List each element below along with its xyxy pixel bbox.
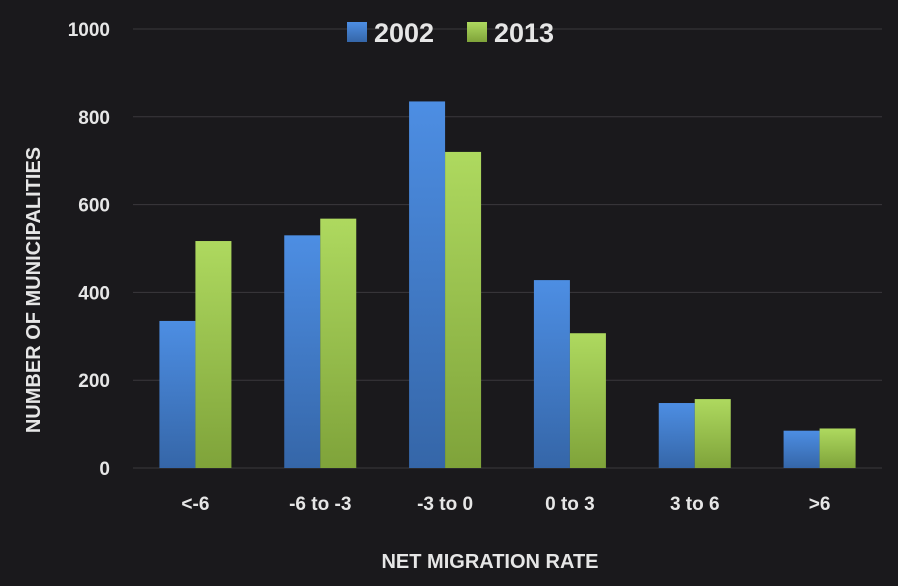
legend: 2002 2013	[347, 18, 554, 48]
bar-2002-3	[533, 280, 570, 468]
x-tick-label: 3 to 6	[670, 494, 720, 515]
y-axis-ticks: 0 200 400 600 800 1000	[68, 20, 110, 480]
x-tick-label: -3 to 0	[417, 494, 473, 515]
bars	[159, 101, 856, 469]
x-tick-label: >6	[809, 494, 831, 515]
gridlines	[133, 28, 882, 469]
legend-swatch-2013	[467, 22, 487, 42]
legend-swatch-2002	[347, 22, 367, 42]
bar-2013-2	[445, 151, 482, 469]
y-tick-label: 800	[78, 108, 110, 129]
bar-2013-1	[320, 218, 357, 468]
x-tick-label: -6 to -3	[289, 494, 351, 515]
bar-2002-5	[783, 430, 820, 468]
legend-label-2013: 2013	[494, 18, 554, 48]
bar-2013-4	[694, 399, 731, 468]
y-axis-title: NUMBER OF MUNICIPALITIES	[23, 147, 45, 433]
y-tick-label: 200	[78, 371, 110, 392]
bar-2013-3	[569, 333, 606, 468]
bar-2002-0	[159, 320, 196, 468]
bar-2002-1	[284, 235, 321, 468]
y-tick-label: 0	[99, 459, 110, 480]
x-axis-ticks: <-6 -6 to -3 -3 to 0 0 to 3 3 to 6 >6	[181, 494, 830, 515]
x-axis-title: NET MIGRATION RATE	[381, 551, 598, 573]
y-tick-label: 400	[78, 283, 110, 304]
bar-2002-4	[658, 403, 695, 468]
bar-2013-0	[195, 241, 232, 468]
y-tick-label: 600	[78, 196, 110, 217]
legend-label-2002: 2002	[374, 18, 434, 48]
y-tick-label: 1000	[68, 20, 110, 41]
bar-2013-5	[819, 428, 856, 468]
x-tick-label: 0 to 3	[545, 494, 595, 515]
x-tick-label: <-6	[181, 494, 209, 515]
bar-2002-2	[409, 101, 446, 468]
